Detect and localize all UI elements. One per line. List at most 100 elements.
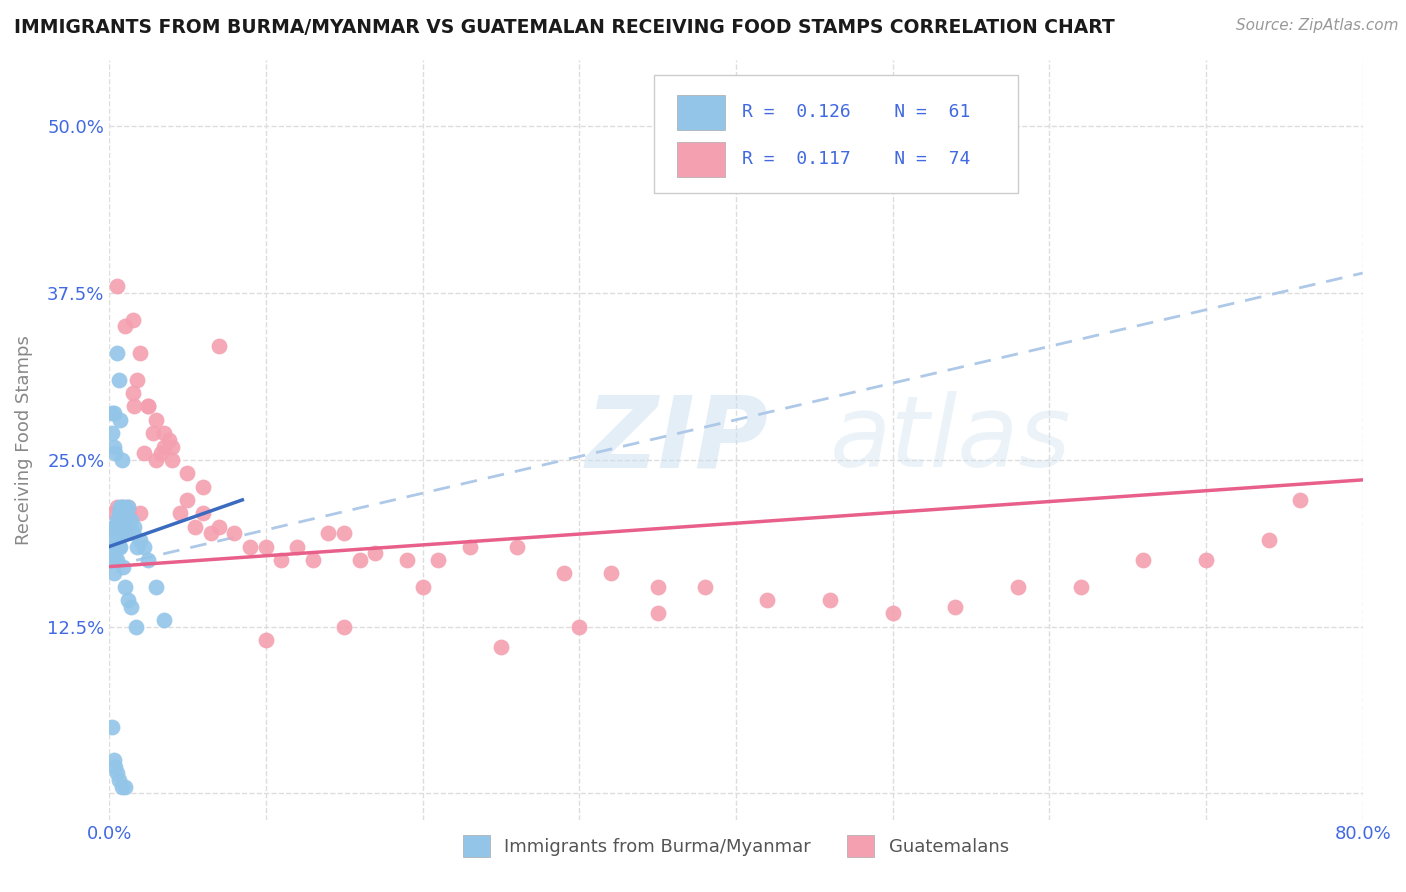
Point — [105, 553, 128, 567]
Point — [111, 519, 134, 533]
Point — [647, 607, 669, 621]
Point — [112, 526, 135, 541]
FancyBboxPatch shape — [654, 75, 1018, 193]
Point — [114, 780, 136, 794]
Text: ZIP: ZIP — [585, 392, 769, 488]
Point — [1195, 553, 1218, 567]
Point — [107, 773, 129, 788]
Point — [105, 500, 128, 514]
Point — [104, 519, 127, 533]
Point — [104, 760, 127, 774]
Point — [107, 506, 129, 520]
Bar — [676, 142, 724, 177]
Point — [121, 526, 143, 541]
Point — [101, 426, 124, 441]
Point — [103, 506, 125, 520]
Point — [427, 553, 450, 567]
Point — [364, 546, 387, 560]
Point — [107, 540, 129, 554]
Point — [270, 553, 292, 567]
Point — [136, 400, 159, 414]
Point — [458, 540, 481, 554]
Point — [200, 526, 222, 541]
Point — [103, 566, 125, 581]
Y-axis label: Receiving Food Stamps: Receiving Food Stamps — [15, 334, 32, 545]
Text: atlas: atlas — [830, 392, 1071, 488]
Point — [105, 540, 128, 554]
Point — [132, 540, 155, 554]
Point — [349, 553, 371, 567]
Point — [107, 513, 129, 527]
Point — [103, 519, 125, 533]
Point — [122, 400, 145, 414]
Point — [176, 467, 198, 481]
Point — [145, 580, 167, 594]
Point — [120, 599, 142, 614]
Point — [1289, 492, 1312, 507]
Point — [395, 553, 418, 567]
Point — [114, 580, 136, 594]
Point — [127, 373, 149, 387]
Point — [153, 440, 176, 454]
Point — [153, 426, 176, 441]
Point — [112, 506, 135, 520]
Point — [169, 506, 191, 520]
Point — [943, 599, 966, 614]
Text: R =  0.117    N =  74: R = 0.117 N = 74 — [742, 150, 970, 169]
Point — [105, 526, 128, 541]
Point — [108, 540, 131, 554]
Text: R =  0.126    N =  61: R = 0.126 N = 61 — [742, 103, 970, 121]
Point — [818, 593, 841, 607]
Point — [121, 312, 143, 326]
Point — [101, 553, 124, 567]
Text: IMMIGRANTS FROM BURMA/MYANMAR VS GUATEMALAN RECEIVING FOOD STAMPS CORRELATION CH: IMMIGRANTS FROM BURMA/MYANMAR VS GUATEMA… — [14, 18, 1115, 37]
Point — [111, 500, 134, 514]
Point — [103, 753, 125, 767]
Point — [333, 526, 356, 541]
Text: Source: ZipAtlas.com: Source: ZipAtlas.com — [1236, 18, 1399, 33]
Point — [301, 553, 323, 567]
Point — [104, 526, 127, 541]
Point — [115, 506, 138, 520]
Point — [160, 440, 183, 454]
Point — [117, 593, 139, 607]
Point — [104, 553, 127, 567]
Point — [115, 526, 138, 541]
Point — [103, 526, 125, 541]
Point — [157, 433, 180, 447]
Legend: Immigrants from Burma/Myanmar, Guatemalans: Immigrants from Burma/Myanmar, Guatemala… — [456, 828, 1017, 864]
Point — [191, 506, 214, 520]
Point — [1007, 580, 1029, 594]
Point — [568, 620, 591, 634]
Point — [149, 446, 172, 460]
Point — [117, 500, 139, 514]
Point — [505, 540, 527, 554]
Point — [208, 339, 231, 353]
Point — [108, 519, 131, 533]
Point — [101, 540, 124, 554]
Point — [114, 513, 136, 527]
Point — [599, 566, 621, 581]
Point — [117, 500, 139, 514]
Point — [756, 593, 779, 607]
Point — [120, 513, 142, 527]
Point — [145, 453, 167, 467]
Point — [184, 519, 207, 533]
Point — [693, 580, 716, 594]
Point — [118, 506, 141, 520]
Point — [1257, 533, 1279, 547]
Point — [114, 319, 136, 334]
Point — [103, 440, 125, 454]
Point — [132, 446, 155, 460]
Point — [114, 519, 136, 533]
Point — [108, 519, 131, 533]
Point — [882, 607, 904, 621]
Point — [1132, 553, 1154, 567]
Point — [208, 519, 231, 533]
Point — [129, 346, 152, 360]
Point — [101, 406, 124, 420]
Point — [111, 780, 134, 794]
Point — [647, 580, 669, 594]
Point — [1070, 580, 1092, 594]
Point — [103, 406, 125, 420]
